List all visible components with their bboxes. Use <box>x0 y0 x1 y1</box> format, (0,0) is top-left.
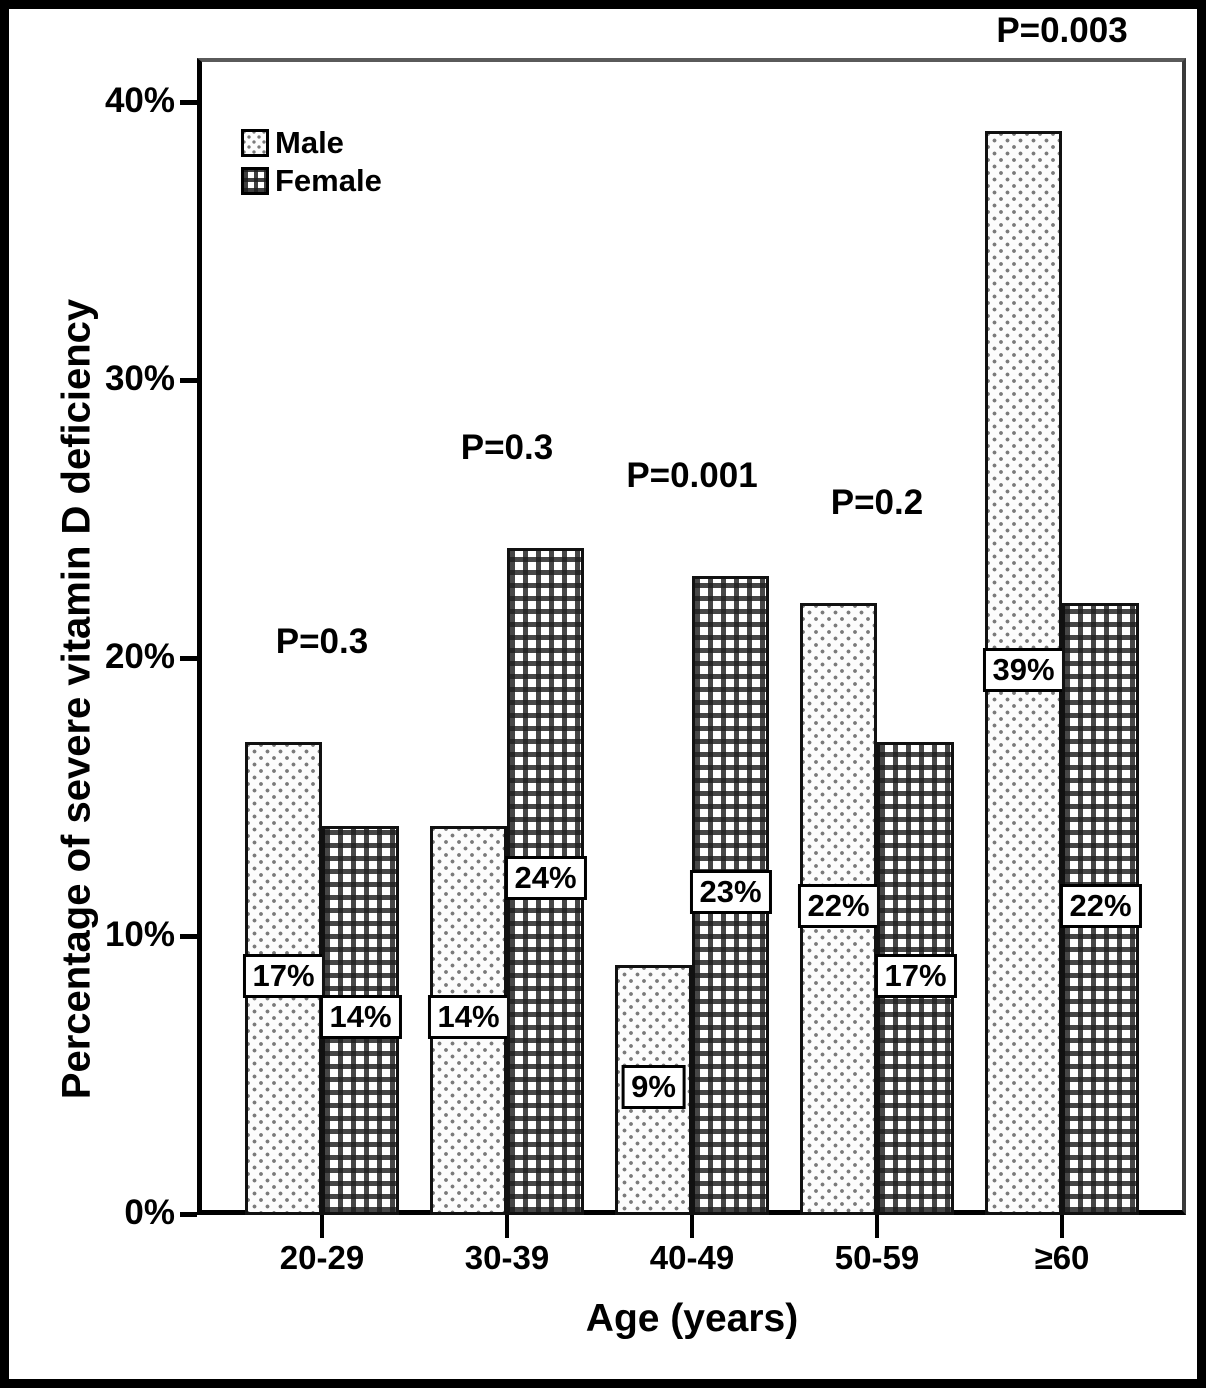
bar-value-label: 23% <box>689 870 772 915</box>
female-bar: 22% <box>1059 603 1142 1215</box>
p-value-label: P=0.3 <box>275 622 369 662</box>
y-tick-label: 0% <box>124 1193 175 1232</box>
x-tick-label: 40-49 <box>649 1239 735 1276</box>
p-value-label: P=0.3 <box>460 427 554 467</box>
bar-value-label: 14% <box>427 995 510 1040</box>
legend: Male Female <box>241 127 382 203</box>
legend-label: Male <box>275 125 344 160</box>
male-bar: 39% <box>982 130 1065 1215</box>
y-tick-label: 20% <box>104 637 175 676</box>
x-tick-label: ≥60 <box>1034 1239 1090 1276</box>
bar-value-label: 22% <box>1059 884 1142 929</box>
female-bar: 17% <box>874 742 957 1215</box>
bar-value-label: 22% <box>797 884 880 929</box>
x-tick-label: 50-59 <box>834 1239 920 1276</box>
female-bar: 14% <box>319 825 402 1215</box>
x-tick <box>320 1215 324 1238</box>
bar-value-label: 24% <box>504 856 587 901</box>
x-tick <box>875 1215 879 1238</box>
y-tick-label: 30% <box>104 359 175 398</box>
female-bar: 24% <box>504 547 587 1215</box>
female-bar: 23% <box>689 575 772 1215</box>
y-tick <box>180 656 197 661</box>
legend-item: Male <box>241 127 382 158</box>
bar-value-label: 9% <box>621 1064 686 1109</box>
p-value-label: P=0.003 <box>996 10 1128 50</box>
y-tick-label: 10% <box>104 915 175 954</box>
male-bar: 9% <box>615 964 692 1215</box>
legend-item: Female <box>241 165 382 196</box>
y-tick <box>180 934 197 939</box>
x-tick-label: 20-29 <box>279 1239 365 1276</box>
y-tick-label: 40% <box>104 81 175 120</box>
male-bar: 17% <box>242 742 325 1215</box>
y-axis-title: Percentage of severe vitamin D deficienc… <box>54 298 99 1100</box>
bar-value-label: 17% <box>242 953 325 998</box>
y-tick <box>180 378 197 383</box>
x-tick <box>1060 1215 1064 1238</box>
y-tick <box>180 1212 197 1217</box>
p-value-label: P=0.001 <box>626 455 758 495</box>
bar-value-label: 17% <box>874 953 957 998</box>
x-tick <box>505 1215 509 1238</box>
bar-value-label: 14% <box>319 995 402 1040</box>
bars-layer: 17% 14% 9% 22% 39% 14% 24% 23% 17% 22% <box>202 61 1182 1215</box>
y-tick <box>180 100 197 105</box>
x-tick-label: 30-39 <box>464 1239 550 1276</box>
x-axis-title: Age (years) <box>585 1297 799 1340</box>
male-bar: 14% <box>427 825 510 1215</box>
bar-value-label: 39% <box>982 647 1065 692</box>
p-value-label: P=0.2 <box>830 483 924 523</box>
legend-swatch-male-icon <box>241 128 269 157</box>
legend-swatch-female-icon <box>241 166 269 195</box>
legend-label: Female <box>275 163 382 198</box>
x-tick <box>690 1215 694 1238</box>
male-bar: 22% <box>797 603 880 1215</box>
